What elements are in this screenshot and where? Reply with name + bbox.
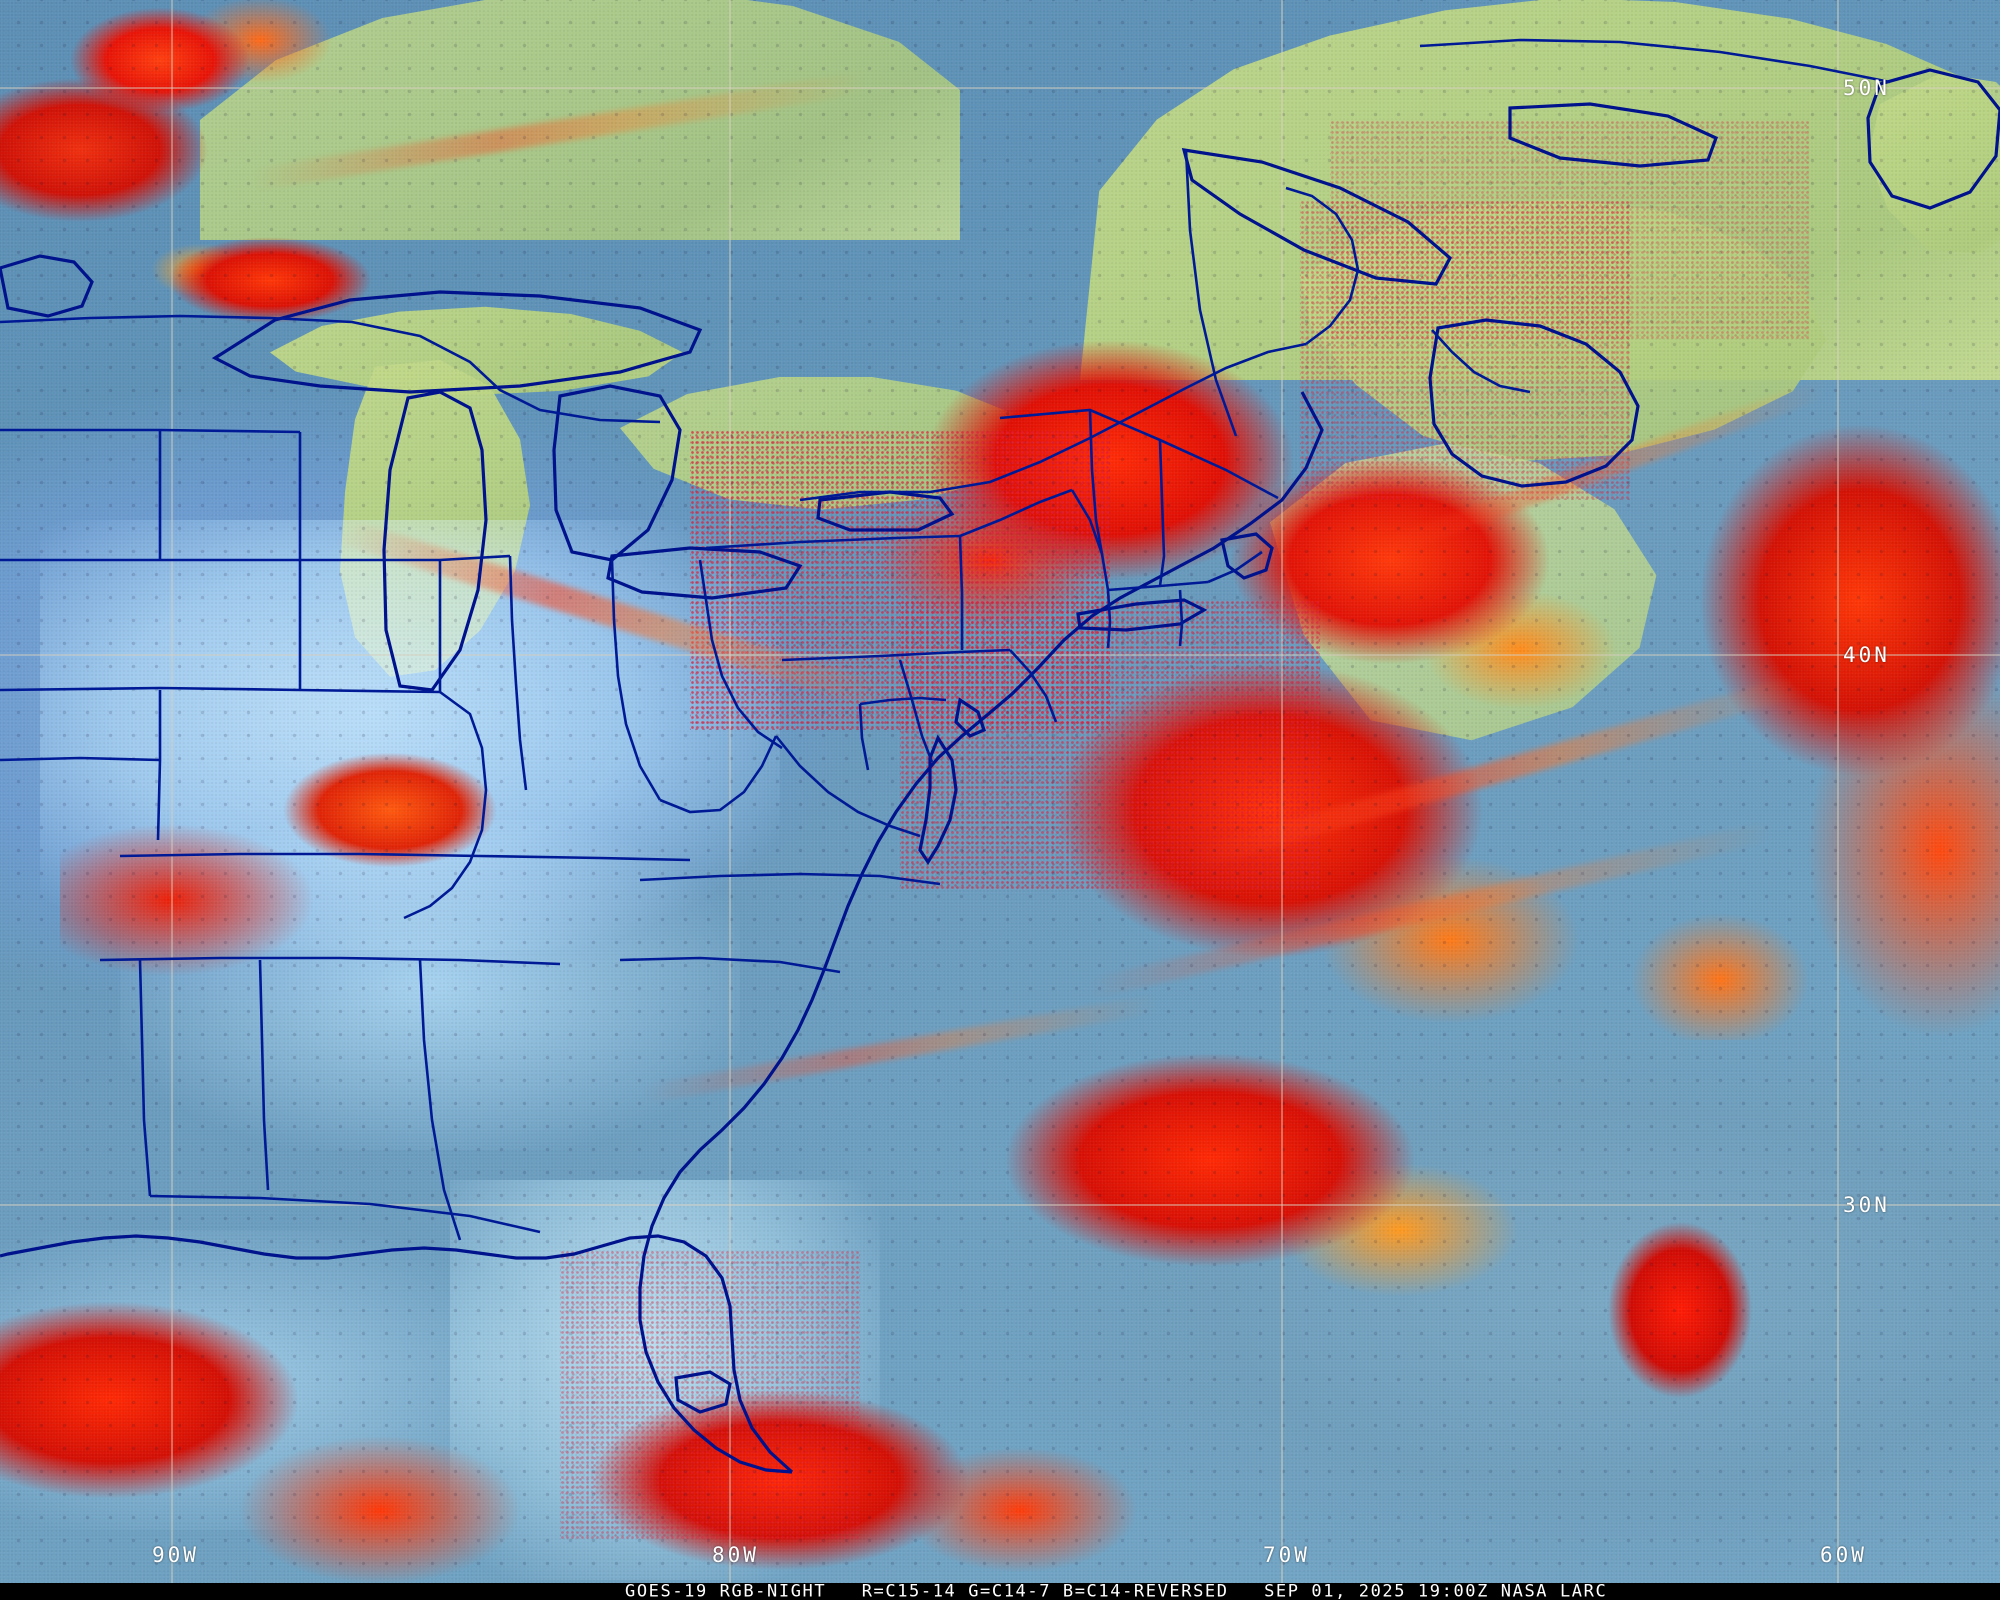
cloud-mass-lake-superior [120, 200, 540, 360]
graticule-label-50n: 50N [1843, 76, 1890, 100]
cloud-mass-south-florida [560, 1330, 1180, 1580]
political-borders [0, 38, 1891, 1241]
coastlines-and-lakes [0, 68, 2000, 1474]
caption-text: GOES-19 RGB-NIGHT R=C15-14 G=C14-7 B=C14… [625, 1583, 1608, 1600]
caption-bar: GOES-19 RGB-NIGHT R=C15-14 G=C14-7 B=C14… [0, 1583, 2000, 1600]
cloud-mass-seaboard [980, 1020, 1560, 1350]
graticule-label-80w: 80W [712, 1543, 759, 1567]
cloud-mass-southeast-us [60, 700, 540, 1000]
graticule-label-30n: 30N [1843, 1193, 1890, 1217]
cellular-texture-ne-atlantic [1330, 120, 1810, 340]
graticule-label-90w: 90W [152, 1543, 199, 1567]
graticule-label-40n: 40N [1843, 643, 1890, 667]
deep-convection-atlantic [1560, 1160, 1820, 1460]
graticule-label-60w: 60W [1820, 1543, 1867, 1567]
cellular-texture-florida [560, 1250, 860, 1540]
graticule-label-70w: 70W [1263, 1543, 1310, 1567]
cloud-mass-gulf-coast [0, 1230, 660, 1583]
